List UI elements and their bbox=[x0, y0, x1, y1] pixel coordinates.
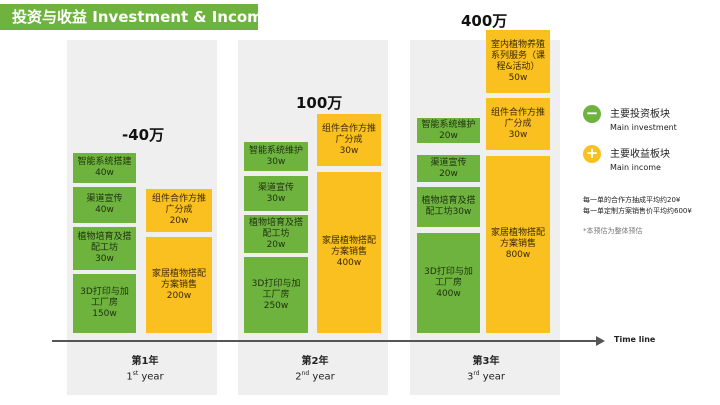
bar-label: 渠道宣传 bbox=[257, 182, 294, 193]
legend-income-cn: 主要收益板块 bbox=[610, 149, 670, 160]
bar-value: 400w bbox=[336, 258, 362, 268]
bar-value: 200w bbox=[166, 290, 192, 301]
bar-year-1-income-1: 组件合作方推广分成 20w bbox=[146, 189, 212, 232]
bar-value: 20w bbox=[266, 239, 286, 250]
bar-label: 3D打印与加工厂房 bbox=[251, 278, 301, 300]
bar-value: 250w bbox=[263, 300, 289, 311]
bar-label: 3D打印与加工厂房 bbox=[424, 266, 473, 288]
bar-label: 智能系统维护 bbox=[248, 145, 303, 156]
timeline-label: Time line bbox=[614, 335, 656, 344]
year-2-num: 2 bbox=[295, 371, 302, 383]
year-1-num: 1 bbox=[126, 371, 133, 383]
bar-year-1-investment-1: 智能系统搭建 40w bbox=[73, 153, 136, 183]
bar-value: 30w bbox=[508, 129, 528, 140]
bar-year-2-investment-1: 智能系统维护 30w bbox=[244, 142, 308, 171]
page-title: 投资与收益 Investment & Income bbox=[0, 4, 273, 30]
year-3-label-en: 3rd year bbox=[431, 370, 541, 382]
bar-label: 植物培育及搭配工坊 bbox=[77, 232, 132, 253]
bar-year-2-investment-4: 3D打印与加工厂房 250w bbox=[244, 257, 308, 333]
bar-value: 40w bbox=[95, 168, 114, 178]
bar-label: 家居植物搭配方案销售 bbox=[490, 228, 545, 249]
bar-value: 400w bbox=[436, 288, 461, 299]
year-2-total: 100万 bbox=[296, 94, 343, 112]
year-2-word: year bbox=[309, 371, 335, 383]
bar-year-2-investment-2: 渠道宣传 30w bbox=[244, 176, 308, 211]
legend-income-en: Main income bbox=[610, 163, 661, 172]
year-3-word: year bbox=[479, 371, 506, 383]
bar-value: 20w bbox=[169, 216, 189, 226]
bar-label: 组件合作方推广分成 bbox=[321, 123, 376, 145]
bar-year-3-income-1: 室内植物养殖系列服务（课程&活动） 50w bbox=[486, 30, 550, 93]
legend-investment: − 主要投资板块 Main investment bbox=[583, 105, 677, 132]
bar-year-1-investment-2: 渠道宣传 40w bbox=[73, 187, 136, 223]
bar-value: 50w bbox=[508, 72, 528, 83]
bar-value: 30w bbox=[266, 156, 286, 167]
year-1-label-cn: 第1年 bbox=[131, 356, 159, 367]
year-2-label: 第2年 2nd year bbox=[260, 352, 370, 382]
bar-label: 植物培育及搭配工坊 bbox=[248, 217, 303, 239]
bar-label: 室内植物养殖系列服务（课程&活动） bbox=[490, 39, 545, 72]
bar-value: 30w bbox=[95, 254, 114, 264]
bar-label: 3D打印与加工厂房 bbox=[80, 287, 129, 308]
year-2-label-en: 2nd year bbox=[260, 370, 370, 382]
year-3-label: 第3年 3rd year bbox=[431, 352, 541, 382]
bar-year-3-investment-1: 智能系统维护 20w bbox=[417, 118, 480, 143]
note-estimate-disclaimer: *本预估为整体预估 bbox=[583, 227, 643, 235]
bar-label: 组件合作方推广分成 bbox=[151, 194, 206, 215]
bar-label: 智能系统搭建 bbox=[77, 157, 132, 167]
legend-investment-text: 主要投资板块 Main investment bbox=[610, 105, 677, 132]
bar-label: 家居植物搭配方案销售 bbox=[321, 236, 376, 257]
bar-year-1-investment-4: 3D打印与加工厂房 150w bbox=[73, 274, 136, 333]
year-1-word: year bbox=[138, 371, 164, 383]
year-1-label-en: 1st year bbox=[90, 370, 200, 382]
bar-label: 组件合作方推广分成 bbox=[490, 107, 545, 129]
bar-year-3-income-3: 家居植物搭配方案销售 800w bbox=[486, 156, 550, 333]
bar-value: 30w bbox=[266, 193, 286, 204]
year-1-label: 第1年 1st year bbox=[90, 352, 200, 382]
year-3-num: 3 bbox=[466, 371, 474, 383]
bar-value: 150w bbox=[92, 309, 117, 319]
bar-year-1-income-2: 家居植物搭配方案销售 200w bbox=[146, 237, 212, 333]
year-3-total: 400万 bbox=[461, 12, 508, 30]
minus-icon: − bbox=[583, 105, 601, 123]
bar-label: 智能系统维护 bbox=[421, 119, 476, 130]
bar-value: 20w bbox=[439, 168, 458, 179]
bar-value: 40w bbox=[95, 205, 114, 215]
year-2-label-cn: 第2年 bbox=[301, 356, 329, 367]
bar-year-2-income-2: 家居植物搭配方案销售 400w bbox=[317, 172, 381, 333]
legend-investment-cn: 主要投资板块 bbox=[610, 109, 670, 120]
bar-value: 800w bbox=[505, 250, 531, 260]
bar-year-3-income-2: 组件合作方推广分成 30w bbox=[486, 98, 550, 150]
bar-year-3-investment-3: 植物培育及搭配工坊30w bbox=[417, 187, 480, 227]
bar-label: 家居植物搭配方案销售 bbox=[151, 268, 206, 290]
bar-value: 30w bbox=[339, 145, 359, 156]
year-3-sup: rd bbox=[473, 370, 480, 377]
bar-value: 20w bbox=[439, 130, 458, 141]
timeline-arrow-icon bbox=[596, 336, 605, 346]
bar-label: 植物培育及搭配工坊30w bbox=[421, 196, 476, 217]
legend-income-text: 主要收益板块 Main income bbox=[610, 145, 670, 172]
bar-year-2-income-1: 组件合作方推广分成 30w bbox=[317, 114, 381, 166]
bar-label: 渠道宣传 bbox=[86, 194, 123, 204]
legend-income: + 主要收益板块 Main income bbox=[583, 145, 670, 172]
note-custom-plan-price: 每一单定制方案销售价平均约600¥ bbox=[583, 207, 692, 215]
bar-year-2-investment-3: 植物培育及搭配工坊 20w bbox=[244, 215, 308, 253]
year-1-sup: st bbox=[132, 370, 139, 377]
plus-icon: + bbox=[583, 145, 601, 163]
bar-year-1-investment-3: 植物培育及搭配工坊 30w bbox=[73, 227, 136, 270]
legend-investment-en: Main investment bbox=[610, 123, 677, 132]
year-1-total: -40万 bbox=[122, 126, 165, 144]
bar-year-3-investment-4: 3D打印与加工厂房 400w bbox=[417, 233, 480, 333]
timeline-axis bbox=[52, 340, 597, 342]
bar-year-3-investment-2: 渠道宣传 20w bbox=[417, 155, 480, 182]
bar-label: 渠道宣传 bbox=[430, 157, 467, 168]
note-partner-commission: 每一单的合作方抽成平均约20¥ bbox=[583, 196, 681, 204]
year-2-sup: nd bbox=[301, 370, 310, 377]
year-3-label-cn: 第3年 bbox=[472, 356, 500, 367]
